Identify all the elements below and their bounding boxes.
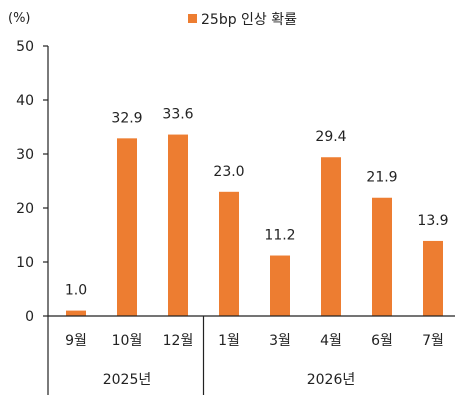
legend-label: 25bp 인상 확률	[201, 12, 297, 28]
y-tick-label: 20	[16, 201, 34, 217]
x-tick-label: 1월	[218, 333, 240, 349]
x-tick-label: 6월	[371, 333, 393, 349]
x-tick-label: 9월	[65, 333, 87, 349]
y-unit-label: (%)	[8, 11, 31, 26]
data-label: 13.9	[417, 213, 448, 229]
y-tick-label: 40	[16, 93, 34, 109]
x-tick-label: 3월	[269, 333, 291, 349]
bar	[423, 240, 443, 316]
bars	[66, 134, 443, 316]
y-tick-label: 50	[16, 39, 34, 55]
bar	[168, 134, 188, 316]
bar	[66, 310, 86, 316]
y-axis: 0 10 20 30 40 50	[16, 39, 49, 325]
data-label: 1.0	[65, 283, 87, 299]
legend-swatch	[188, 14, 197, 23]
bar	[321, 157, 341, 316]
data-labels: 1.0 32.9 33.6 23.0 11.2 29.4 21.9 13.9	[65, 107, 449, 299]
legend: 25bp 인상 확률	[188, 12, 297, 28]
bar	[270, 255, 290, 316]
data-label: 33.6	[162, 107, 193, 123]
group-label: 2026년	[307, 372, 356, 388]
y-tick-label: 10	[16, 255, 34, 271]
x-tick-label: 4월	[320, 333, 342, 349]
y-tick-label: 0	[25, 309, 34, 325]
x-tick-label: 7월	[422, 333, 444, 349]
x-axis: 2025년 2026년 9월 10월 12월 1월 3월 4월 6월 7월	[47, 315, 455, 395]
x-tick-label: 12월	[163, 333, 194, 349]
x-tick-label: 10월	[112, 333, 143, 349]
bar	[219, 191, 239, 316]
data-label: 11.2	[264, 228, 295, 244]
data-label: 32.9	[111, 110, 142, 126]
data-label: 21.9	[366, 170, 397, 186]
y-tick-label: 30	[16, 147, 34, 163]
group-label: 2025년	[103, 372, 152, 388]
data-label: 23.0	[213, 164, 244, 180]
data-label: 29.4	[315, 129, 346, 145]
bar	[117, 138, 137, 316]
bar	[372, 197, 392, 316]
